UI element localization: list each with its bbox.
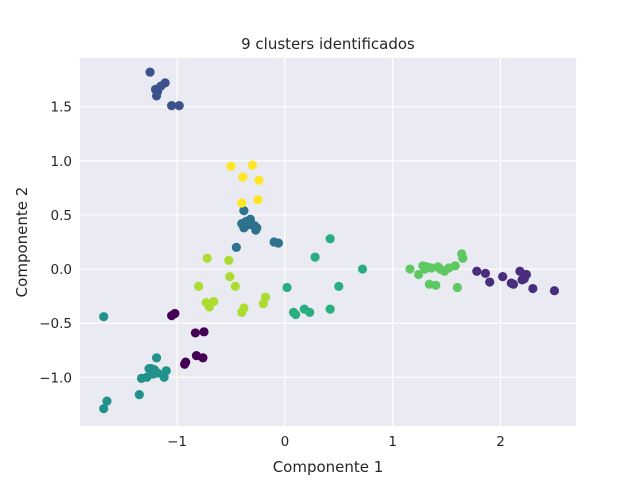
data-point (291, 309, 301, 320)
data-point (226, 161, 236, 171)
y-tick-label: 0.5 (51, 208, 72, 224)
data-points (99, 67, 560, 414)
data-point (238, 172, 248, 182)
y-axis-label: Componente 2 (13, 187, 31, 298)
data-point (528, 283, 538, 294)
data-point (244, 220, 254, 230)
data-point (273, 238, 283, 248)
tick-labels: −1 0 1 2 −1.0 −0.5 0.0 0.5 1.0 1.5 (39, 100, 505, 450)
data-point (199, 327, 209, 337)
y-tick-label: 1.5 (51, 100, 72, 116)
data-point (194, 281, 204, 291)
data-point (198, 353, 208, 363)
data-point (239, 303, 249, 313)
data-point (174, 101, 184, 111)
x-tick-label: 0 (281, 434, 290, 450)
data-point (252, 223, 262, 233)
data-point (413, 269, 424, 280)
data-point (357, 264, 368, 274)
data-point (498, 272, 508, 282)
x-tick-label: 2 (496, 434, 505, 450)
data-point (102, 396, 112, 406)
y-tick-label: −0.5 (39, 316, 72, 332)
data-point (151, 91, 162, 101)
data-point (170, 308, 180, 319)
data-point (209, 296, 219, 307)
data-point (237, 198, 247, 208)
data-point (310, 252, 320, 262)
data-point (239, 206, 249, 216)
chart-title: 9 clusters identificados (241, 35, 415, 53)
x-tick-label: −1 (167, 434, 187, 450)
data-point (160, 78, 170, 88)
data-point (325, 234, 335, 244)
data-point (179, 359, 190, 369)
data-point (452, 282, 462, 293)
data-point (167, 101, 177, 111)
data-point (254, 175, 264, 185)
data-point (517, 275, 527, 285)
y-tick-label: 0.0 (51, 262, 72, 278)
data-point (325, 304, 335, 314)
data-point (149, 365, 159, 375)
data-point (99, 312, 109, 322)
data-point (99, 404, 109, 414)
data-point (282, 282, 292, 293)
data-point (190, 328, 200, 338)
data-point (134, 390, 144, 400)
data-point (151, 353, 162, 363)
data-point (431, 280, 441, 290)
data-point (202, 253, 212, 263)
data-point (145, 67, 155, 77)
data-point (225, 272, 235, 282)
x-axis-label: Componente 1 (273, 458, 384, 476)
data-point (458, 253, 468, 263)
data-point (247, 160, 258, 170)
data-point (405, 264, 415, 274)
data-point (485, 277, 495, 287)
grid (80, 58, 576, 426)
data-point (305, 307, 315, 317)
data-point (260, 292, 271, 302)
x-tick-label: 1 (388, 434, 397, 450)
data-point (472, 266, 482, 276)
data-point (549, 286, 560, 296)
data-point (480, 268, 491, 278)
data-point (230, 281, 240, 291)
data-point (450, 261, 460, 271)
y-tick-label: 1.0 (51, 154, 72, 170)
y-tick-label: −1.0 (39, 370, 72, 386)
data-point (161, 366, 171, 376)
data-point (253, 195, 263, 205)
data-point (231, 242, 241, 253)
data-point (334, 281, 344, 291)
data-point (224, 255, 234, 265)
data-point (508, 279, 519, 289)
